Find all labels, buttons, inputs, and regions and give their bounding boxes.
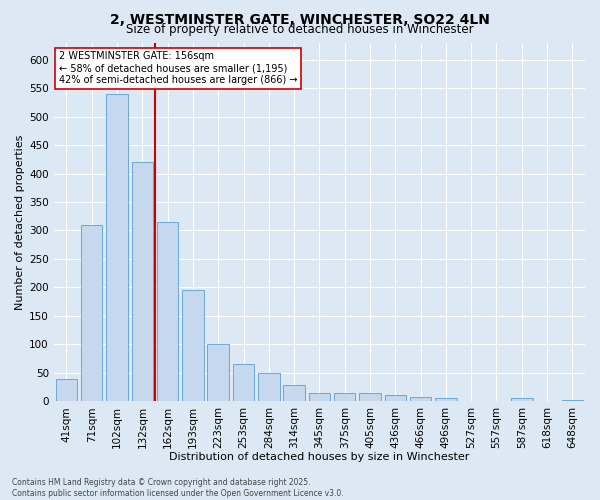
Text: 2, WESTMINSTER GATE, WINCHESTER, SO22 4LN: 2, WESTMINSTER GATE, WINCHESTER, SO22 4L… [110,12,490,26]
Bar [106,94,128,402]
Text: Size of property relative to detached houses in Winchester: Size of property relative to detached ho… [126,22,474,36]
X-axis label: Distribution of detached houses by size in Winchester: Distribution of detached houses by size … [169,452,470,462]
Bar [334,393,355,402]
Y-axis label: Number of detached properties: Number of detached properties [15,134,25,310]
Text: Contains HM Land Registry data © Crown copyright and database right 2025.
Contai: Contains HM Land Registry data © Crown c… [12,478,344,498]
Bar [208,344,229,402]
Bar [233,364,254,402]
Bar [511,398,533,402]
Bar [562,400,583,402]
Bar [283,386,305,402]
Bar [435,398,457,402]
Text: 2 WESTMINSTER GATE: 156sqm
← 58% of detached houses are smaller (1,195)
42% of s: 2 WESTMINSTER GATE: 156sqm ← 58% of deta… [59,52,298,84]
Bar [308,393,330,402]
Bar [56,378,77,402]
Bar [258,373,280,402]
Bar [385,394,406,402]
Bar [410,398,431,402]
Bar [81,225,103,402]
Bar [131,162,153,402]
Bar [157,222,178,402]
Bar [359,393,381,402]
Bar [182,290,203,402]
